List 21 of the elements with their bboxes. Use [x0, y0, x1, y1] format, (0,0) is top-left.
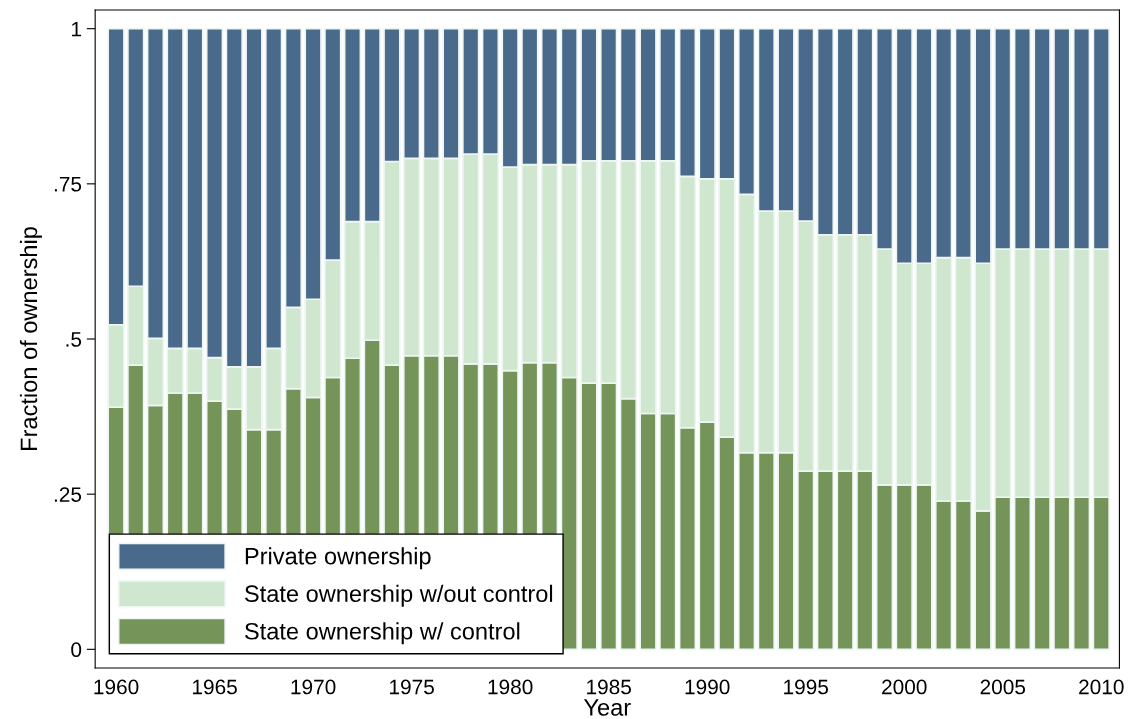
x-tick-label: 2005: [980, 679, 1026, 695]
legend-label: State ownership w/out control: [245, 584, 553, 607]
legend-label: Private ownership: [245, 547, 431, 570]
x-tick-label: 1995: [784, 679, 829, 695]
x-tick-label: 1975: [390, 679, 434, 695]
x-tick-label: 1985: [587, 679, 631, 695]
x-tick-label: 1965: [193, 679, 237, 695]
x-tick-label: 2010: [1079, 679, 1124, 695]
x-tick-label: 1970: [291, 679, 336, 695]
x-tick-label: 2000: [882, 679, 927, 695]
y-tick-label: 1: [71, 21, 81, 37]
y-tick-label: 0: [71, 642, 82, 658]
y-tick-label: .75: [54, 177, 82, 192]
y-tick-label: .5: [66, 332, 82, 347]
x-axis-title: Year: [583, 699, 631, 716]
y-axis-title: Fraction of ownership: [19, 227, 42, 450]
legend-label: State ownership w/ control: [245, 622, 520, 645]
x-tick-label: 1990: [685, 679, 730, 695]
x-tick-label: 1980: [488, 679, 533, 695]
y-tick-label: .25: [54, 487, 82, 502]
x-tick-label: 1960: [94, 679, 139, 695]
